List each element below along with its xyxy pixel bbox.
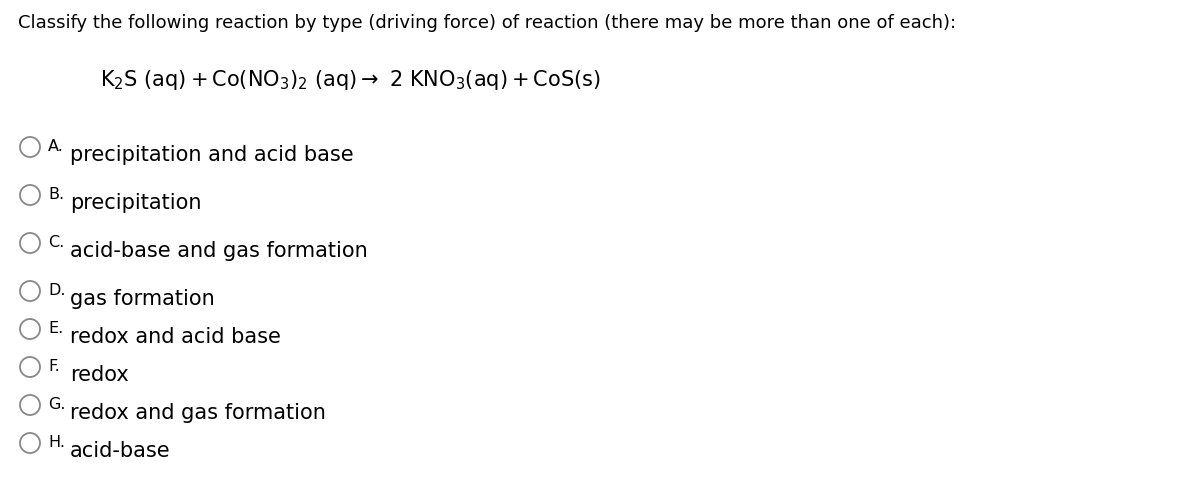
Text: $\mathsf{K_2S}$ $\mathsf{(aq) + Co(NO_3)_2\ (aq) \rightarrow\ 2\ KNO_3(aq) + CoS: $\mathsf{K_2S}$ $\mathsf{(aq) + Co(NO_3)… [100, 68, 601, 92]
Text: acid-base: acid-base [70, 440, 170, 460]
Text: redox and gas formation: redox and gas formation [70, 402, 326, 422]
Text: F.: F. [48, 358, 60, 373]
Text: E.: E. [48, 320, 64, 336]
Text: C.: C. [48, 235, 65, 250]
Text: H.: H. [48, 434, 65, 449]
Text: precipitation: precipitation [70, 192, 202, 213]
Text: redox: redox [70, 364, 128, 384]
Text: B.: B. [48, 187, 64, 202]
Text: redox and acid base: redox and acid base [70, 326, 281, 346]
Text: A.: A. [48, 139, 64, 154]
Text: precipitation and acid base: precipitation and acid base [70, 144, 354, 165]
Text: Classify the following reaction by type (driving force) of reaction (there may b: Classify the following reaction by type … [18, 14, 956, 32]
Text: D.: D. [48, 282, 66, 298]
Text: gas formation: gas formation [70, 288, 215, 308]
Text: G.: G. [48, 396, 66, 411]
Text: acid-base and gas formation: acid-base and gas formation [70, 240, 367, 261]
